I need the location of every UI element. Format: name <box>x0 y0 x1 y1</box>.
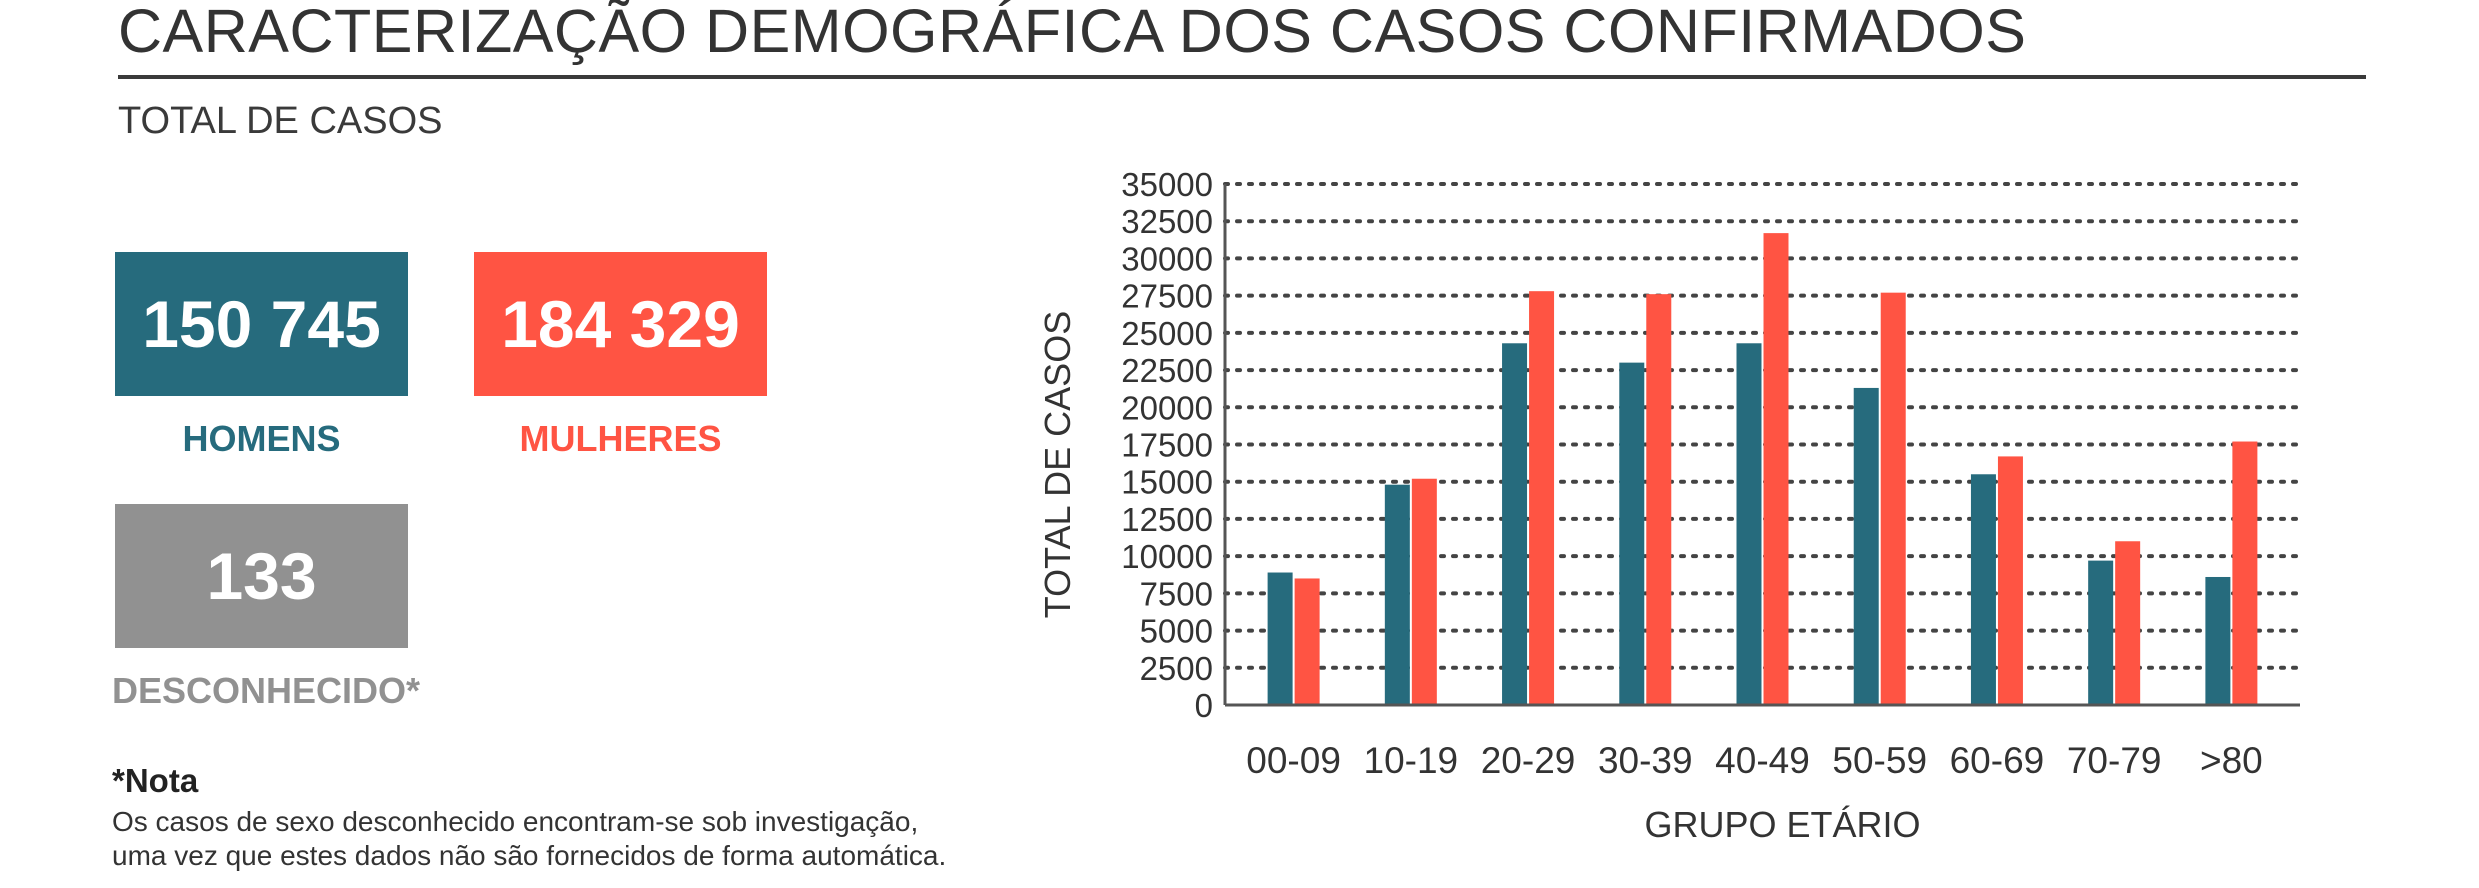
unknown-total-card: 133 <box>115 504 408 648</box>
y-tick-label: 35000 <box>1121 166 1213 203</box>
women-total-value: 184 329 <box>501 287 740 361</box>
bar-men-30-39 <box>1619 362 1645 705</box>
bar-women-70-79 <box>2115 541 2141 705</box>
note-text-line-1: Os casos de sexo desconhecido encontram-… <box>112 806 919 837</box>
bar-men-50-59 <box>1853 387 1879 705</box>
note-text-line-2: uma vez que estes dados não são fornecid… <box>112 840 947 871</box>
y-axis-title: TOTAL DE CASOS <box>1037 311 1078 618</box>
bar-men-10-19 <box>1384 484 1410 705</box>
x-tick-label: 40-49 <box>1715 740 1810 781</box>
y-tick-label: 32500 <box>1121 203 1213 240</box>
bar-men-20-29 <box>1502 343 1528 705</box>
bar-men-40-49 <box>1736 343 1762 705</box>
y-tick-label: 0 <box>1195 687 1213 724</box>
men-total-value: 150 745 <box>142 287 381 361</box>
unknown-total-value: 133 <box>206 539 317 613</box>
women-total-card: 184 329 <box>474 252 767 396</box>
bar-women-60-69 <box>1997 456 2023 705</box>
bar-men-60-69 <box>1970 474 1996 705</box>
x-tick-label: 00-09 <box>1246 740 1341 781</box>
bar-women-50-59 <box>1880 292 1906 705</box>
men-total-label: HOMENS <box>182 418 341 459</box>
x-tick-label: 50-59 <box>1832 740 1927 781</box>
bar-men-00-09 <box>1267 572 1293 705</box>
x-tick-label: 10-19 <box>1364 740 1459 781</box>
men-total-card: 150 745 <box>115 252 408 396</box>
section-subtitle: TOTAL DE CASOS <box>118 100 443 142</box>
y-tick-label: 27500 <box>1121 278 1213 315</box>
y-axis-ticks: 0250050007500100001250015000175002000022… <box>1121 166 1213 724</box>
page-title: CARACTERIZAÇÃO DEMOGRÁFICA DOS CASOS CON… <box>118 0 2027 65</box>
bar-women-gt80 <box>2232 441 2258 705</box>
x-tick-label: 60-69 <box>1950 740 2045 781</box>
bar-men-70-79 <box>2088 560 2114 705</box>
x-tick-label: >80 <box>2200 740 2263 781</box>
bar-women-00-09 <box>1294 578 1320 705</box>
y-tick-label: 2500 <box>1140 650 1213 687</box>
unknown-total-label: DESCONHECIDO* <box>112 670 421 711</box>
x-tick-label: 20-29 <box>1481 740 1576 781</box>
x-axis-title: GRUPO ETÁRIO <box>1644 804 1920 845</box>
y-tick-label: 10000 <box>1121 538 1213 575</box>
note-title: *Nota <box>112 762 199 799</box>
bar-women-30-39 <box>1646 294 1672 705</box>
x-tick-label: 70-79 <box>2067 740 2162 781</box>
x-tick-label: 30-39 <box>1598 740 1693 781</box>
bar-women-20-29 <box>1529 291 1555 705</box>
title-divider <box>118 75 2366 79</box>
bar-men-gt80 <box>2205 576 2231 705</box>
bars <box>1267 233 2258 705</box>
bar-women-40-49 <box>1763 233 1789 705</box>
y-tick-label: 7500 <box>1140 575 1213 612</box>
women-total-label: MULHERES <box>519 418 722 459</box>
y-tick-label: 5000 <box>1140 613 1213 650</box>
y-tick-label: 30000 <box>1121 240 1213 277</box>
x-axis-ticks: 00-09 10-19 20-29 30-39 40-49 50-59 60-69 70-79… <box>1246 740 2262 781</box>
y-tick-label: 20000 <box>1121 389 1213 426</box>
y-tick-label: 22500 <box>1121 352 1213 389</box>
y-tick-label: 15000 <box>1121 464 1213 501</box>
bar-women-10-19 <box>1411 478 1437 705</box>
y-tick-label: 17500 <box>1121 427 1213 464</box>
y-tick-label: 12500 <box>1121 501 1213 538</box>
age-group-bar-chart: 0250050007500100001250015000175002000022… <box>1037 166 2302 845</box>
y-tick-label: 25000 <box>1121 315 1213 352</box>
